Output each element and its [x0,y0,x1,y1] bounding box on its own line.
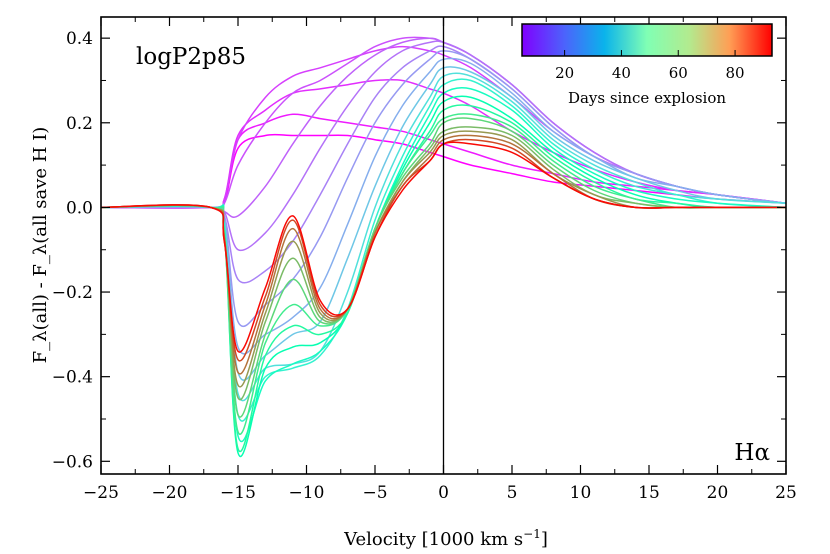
y-axis-title: F_λ(all) - F_λ(all save H I) [30,127,51,364]
panel-label: logP2p85 [136,44,246,70]
x-tick-label: 10 [570,483,592,503]
y-tick-label: 0.0 [66,198,93,218]
x-tick-label: 15 [638,483,660,503]
x-tick-label: −5 [362,483,387,503]
series-line-9 [101,50,786,328]
x-tick-label: −20 [152,483,188,503]
y-tick-label: −0.6 [52,452,93,472]
colorbar-tick-label: 60 [669,64,688,82]
colorbar-tick-label: 80 [726,64,745,82]
series-layer [101,36,786,457]
colorbar-tick-label: 40 [612,64,631,82]
x-tick-label: 20 [707,483,729,503]
svg-text:Velocity [1000 km s−1]: Velocity [1000 km s−1] [343,527,548,550]
x-axis-title: Velocity [1000 km s−1] [343,527,548,550]
colorbar-gradient [521,23,773,57]
plot-frame [100,16,787,475]
ticks-layer: −25 −20 −15 −10 −5 0 5 10 15 20 25 −0.6 −0.4 −0.2 0.0 0… [52,17,797,503]
series-line-20 [101,130,786,388]
y-tick-label: −0.2 [52,283,93,303]
series-line-18 [101,117,786,418]
x-tick-label: −15 [220,483,256,503]
x-tick-label: −10 [289,483,325,503]
x-tick-label: 5 [507,483,518,503]
x-axis-title-sup: −1 [523,527,541,541]
x-tick-label: 25 [775,483,797,503]
x-tick-label: −25 [83,483,119,503]
x-axis-title-text: Velocity [1000 km s [343,529,523,550]
colorbar-ticks: 20 40 60 80 [555,50,745,82]
y-tick-label: 0.4 [66,29,93,49]
colorbar: 20 40 60 80 Days since explosion [521,23,773,107]
series-line-23 [101,141,786,353]
colorbar-label: Days since explosion [568,89,726,107]
y-tick-label: −0.4 [52,368,93,388]
x-axis-title-close: ] [541,529,548,550]
x-tick-label: 0 [438,483,449,503]
line-label: Hα [734,440,770,466]
y-tick-label: 0.2 [66,114,93,134]
colorbar-tick-label: 20 [555,64,574,82]
